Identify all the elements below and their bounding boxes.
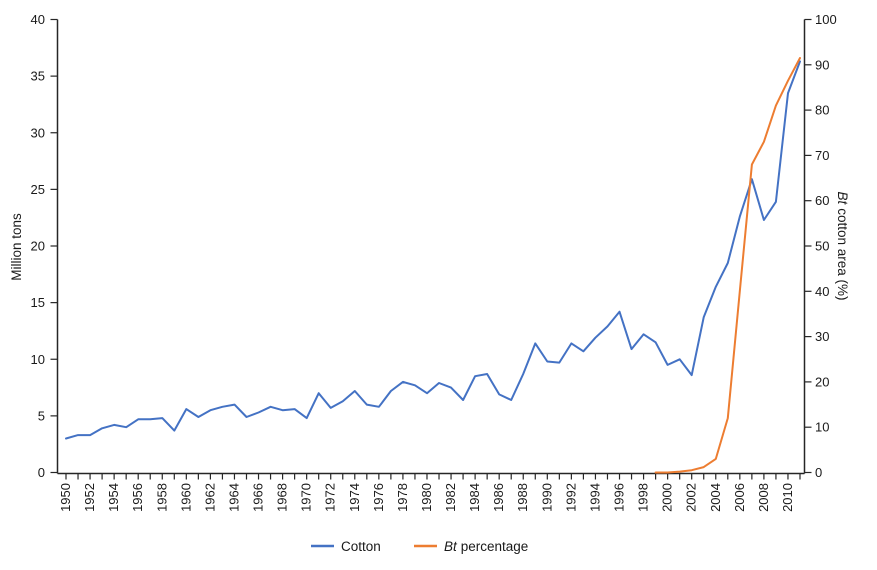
right-tick-label: 30 xyxy=(815,329,829,344)
x-tick-label: 2000 xyxy=(660,483,675,512)
right-axis-title-rest: cotton area (%) xyxy=(835,208,850,300)
right-axis-title-italic: Bt xyxy=(835,191,850,205)
right-tick-label: 100 xyxy=(815,12,837,27)
x-tick-label: 1978 xyxy=(395,483,410,512)
x-tick-label: 1990 xyxy=(539,483,554,512)
x-tick-label: 2002 xyxy=(684,483,699,512)
x-tick-label: 1970 xyxy=(299,483,314,512)
x-tick-label: 1992 xyxy=(563,483,578,512)
left-axis-title: Million tons xyxy=(9,213,24,281)
right-tick-label: 60 xyxy=(815,193,829,208)
legend-bt-label-rest: percentage xyxy=(461,539,529,554)
left-tick-label: 0 xyxy=(38,465,45,480)
right-tick-label: 50 xyxy=(815,239,829,254)
series-line-cotton xyxy=(65,60,801,440)
x-tick-label: 2006 xyxy=(732,483,747,512)
right-tick-label: 80 xyxy=(815,103,829,118)
x-tick-label: 1984 xyxy=(467,483,482,512)
left-tick-label: 30 xyxy=(31,125,45,140)
legend-cotton-label: Cotton xyxy=(341,539,381,554)
left-tick-label: 10 xyxy=(31,352,45,367)
legend-bt-label: Bt percentage xyxy=(444,539,528,554)
legend-bt-label-italic: Bt xyxy=(444,539,458,554)
series-line-bt-percentage xyxy=(654,57,801,474)
x-tick-label: 1980 xyxy=(419,483,434,512)
x-tick-label: 1958 xyxy=(154,483,169,512)
x-tick-label: 1964 xyxy=(226,483,241,512)
x-tick-label: 1954 xyxy=(106,483,121,512)
x-tick-label: 1960 xyxy=(178,483,193,512)
right-tick-label: 10 xyxy=(815,420,829,435)
x-tick-label: 1982 xyxy=(443,483,458,512)
x-tick-label: 1996 xyxy=(612,483,627,512)
right-tick-label: 0 xyxy=(815,465,822,480)
right-axis-title: Bt cotton area (%) xyxy=(835,191,850,300)
x-tick-label: 1986 xyxy=(491,483,506,512)
x-tick-label: 2008 xyxy=(756,483,771,512)
x-tick-label: 1994 xyxy=(587,483,602,512)
axis-ticks xyxy=(50,18,812,480)
x-tick-label: 2010 xyxy=(780,483,795,512)
x-tick-label: 1998 xyxy=(636,483,651,512)
left-tick-label: 35 xyxy=(31,69,45,84)
x-tick-label: 1968 xyxy=(275,483,290,512)
x-tick-label: 1950 xyxy=(58,483,73,512)
x-tick-label: 1966 xyxy=(251,483,266,512)
x-tick-label: 1988 xyxy=(515,483,530,512)
left-tick-label: 40 xyxy=(31,12,45,27)
axis-lines xyxy=(56,19,806,475)
x-tick-label: 1952 xyxy=(82,483,97,512)
legend: Cotton Bt percentage xyxy=(311,539,528,554)
x-tick-label: 1974 xyxy=(347,483,362,512)
right-tick-label: 40 xyxy=(815,284,829,299)
data-series xyxy=(65,57,801,474)
right-tick-label: 20 xyxy=(815,374,829,389)
x-tick-label: 1962 xyxy=(202,483,217,512)
left-tick-label: 5 xyxy=(38,408,45,423)
x-tick-label: 1972 xyxy=(323,483,338,512)
x-tick-label: 1956 xyxy=(130,483,145,512)
x-tick-label: 2004 xyxy=(708,483,723,512)
left-tick-label: 25 xyxy=(31,182,45,197)
x-tick-label: 1976 xyxy=(371,483,386,512)
left-tick-label: 20 xyxy=(31,239,45,254)
right-tick-label: 70 xyxy=(815,148,829,163)
axis-tick-labels: 0 5 10 15 20 25 30 35 40 0 10 20 30 40 50 60 70 80 90 100 19… xyxy=(31,12,837,512)
right-tick-label: 90 xyxy=(815,57,829,72)
left-tick-label: 15 xyxy=(31,295,45,310)
